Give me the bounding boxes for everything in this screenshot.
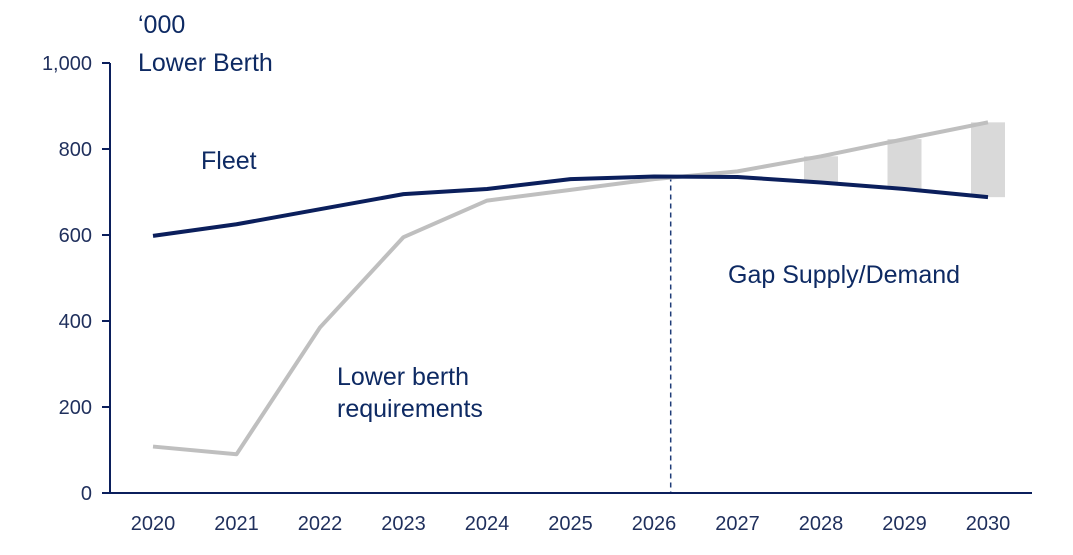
- x-tick-label: 2026: [632, 513, 677, 535]
- y-tick-label: 400: [59, 311, 92, 333]
- y-tick-label: 600: [59, 225, 92, 247]
- x-tick-label: 2024: [465, 513, 510, 535]
- y-tick-label: 200: [59, 397, 92, 419]
- y-ticks: 0 200 400 600 800 1,000: [42, 53, 110, 505]
- x-ticks: 2020 2021 2022 2023 2024 2025 2026 2027 2028 2029…: [131, 513, 1011, 535]
- fleet-annotation: Fleet: [201, 147, 257, 175]
- x-tick-label: 2030: [966, 513, 1011, 535]
- x-tick-label: 2021: [214, 513, 259, 535]
- gap-bar: [971, 122, 1005, 198]
- y-tick-label: 1,000: [42, 53, 92, 75]
- gap-bar: [804, 156, 838, 183]
- requirements-annotation-line1: Lower berth: [337, 363, 469, 391]
- x-tick-label: 2023: [381, 513, 426, 535]
- y-tick-label: 800: [59, 139, 92, 161]
- x-tick-label: 2020: [131, 513, 176, 535]
- unit-label-line2: Lower Berth: [138, 49, 273, 77]
- series-line-fleet: [152, 174, 989, 238]
- x-tick-label: 2029: [882, 513, 927, 535]
- requirements-annotation-line2: requirements: [337, 395, 483, 423]
- gap-bars: [804, 122, 1005, 198]
- unit-label-line1: ‘000: [138, 11, 185, 39]
- axes: [109, 63, 1032, 494]
- gap-bar: [887, 139, 922, 189]
- y-tick-label: 0: [81, 483, 92, 505]
- x-tick-label: 2025: [548, 513, 593, 535]
- x-tick-label: 2027: [715, 513, 760, 535]
- series-line-lower-berth-requirements: [152, 120, 989, 457]
- x-tick-label: 2028: [799, 513, 844, 535]
- gap-annotation: Gap Supply/Demand: [728, 261, 960, 289]
- x-tick-label: 2022: [298, 513, 343, 535]
